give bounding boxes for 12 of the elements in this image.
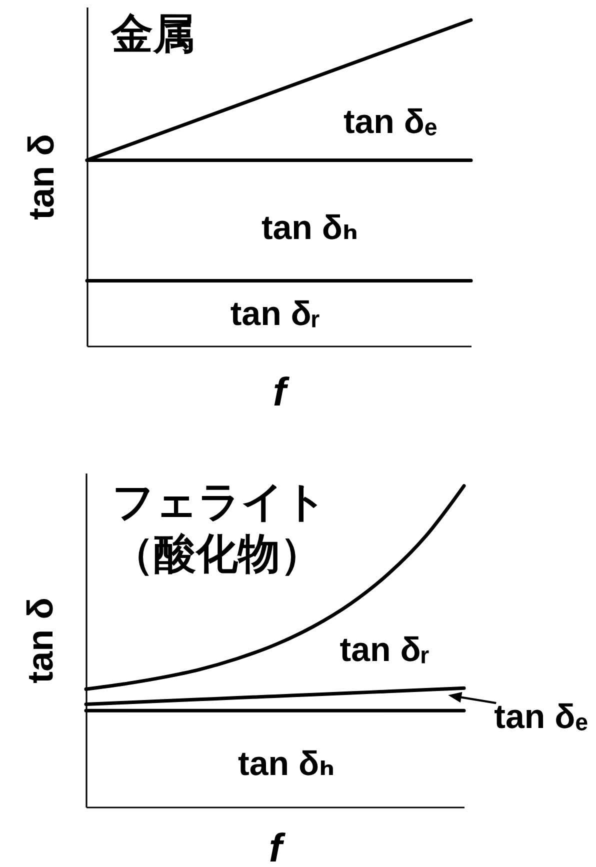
text: tan δₑ bbox=[494, 698, 588, 736]
x-axis-title: f bbox=[272, 370, 290, 414]
x-axis-title: f bbox=[268, 826, 286, 867]
annotation: tan δₑ bbox=[343, 102, 438, 141]
y-axis-title: tan δ bbox=[20, 598, 60, 684]
y-axis-title: tan δ bbox=[20, 134, 62, 220]
chart-title: 金属 bbox=[110, 10, 195, 57]
annotation: tan δₕ bbox=[238, 744, 335, 783]
annotation: tan δᵣ bbox=[230, 295, 320, 334]
annotation: tan δₕ bbox=[261, 209, 358, 248]
chart-title: フェライト（酸化物） bbox=[112, 478, 327, 577]
annotation: tan δᵣ bbox=[340, 631, 430, 670]
